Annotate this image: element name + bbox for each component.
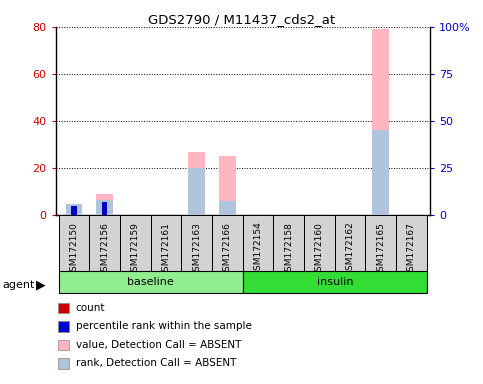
Bar xyxy=(102,206,107,215)
Text: value, Detection Call = ABSENT: value, Detection Call = ABSENT xyxy=(76,340,241,350)
Text: GSM172161: GSM172161 xyxy=(161,222,170,276)
Bar xyxy=(71,210,77,215)
Bar xyxy=(304,215,335,271)
Bar xyxy=(66,204,83,215)
Bar xyxy=(188,152,205,215)
Bar xyxy=(89,215,120,271)
Text: GSM172156: GSM172156 xyxy=(100,222,109,276)
Text: ▶: ▶ xyxy=(36,278,46,291)
Bar xyxy=(71,206,77,215)
Text: GSM172165: GSM172165 xyxy=(376,222,385,276)
Text: GSM172160: GSM172160 xyxy=(315,222,324,276)
Text: GSM172166: GSM172166 xyxy=(223,222,232,276)
Bar xyxy=(219,156,236,215)
Bar xyxy=(273,215,304,271)
Bar xyxy=(219,201,236,215)
Bar xyxy=(120,215,151,271)
Text: GDS2790 / M11437_cds2_at: GDS2790 / M11437_cds2_at xyxy=(148,13,335,26)
Bar xyxy=(58,271,243,293)
Bar xyxy=(96,200,113,215)
Bar xyxy=(372,131,389,215)
Bar xyxy=(66,207,83,215)
Text: count: count xyxy=(76,303,105,313)
Text: GSM172163: GSM172163 xyxy=(192,222,201,276)
Text: GSM172150: GSM172150 xyxy=(70,222,78,276)
Bar xyxy=(335,215,366,271)
Bar xyxy=(151,215,181,271)
Text: GSM172162: GSM172162 xyxy=(346,222,355,276)
Text: rank, Detection Call = ABSENT: rank, Detection Call = ABSENT xyxy=(76,358,236,368)
Text: insulin: insulin xyxy=(316,277,353,287)
Bar xyxy=(181,215,212,271)
Bar xyxy=(366,215,396,271)
Text: GSM172158: GSM172158 xyxy=(284,222,293,276)
Bar xyxy=(212,215,243,271)
Text: GSM172154: GSM172154 xyxy=(254,222,263,276)
Bar xyxy=(188,168,205,215)
Bar xyxy=(58,215,89,271)
Text: baseline: baseline xyxy=(128,277,174,287)
Bar xyxy=(243,271,427,293)
Text: GSM172167: GSM172167 xyxy=(407,222,416,276)
Bar xyxy=(396,215,427,271)
Bar xyxy=(372,29,389,215)
Bar xyxy=(243,215,273,271)
Bar xyxy=(96,194,113,215)
Bar xyxy=(102,202,107,215)
Text: GSM172159: GSM172159 xyxy=(131,222,140,276)
Text: percentile rank within the sample: percentile rank within the sample xyxy=(76,321,252,331)
Text: agent: agent xyxy=(2,280,35,290)
